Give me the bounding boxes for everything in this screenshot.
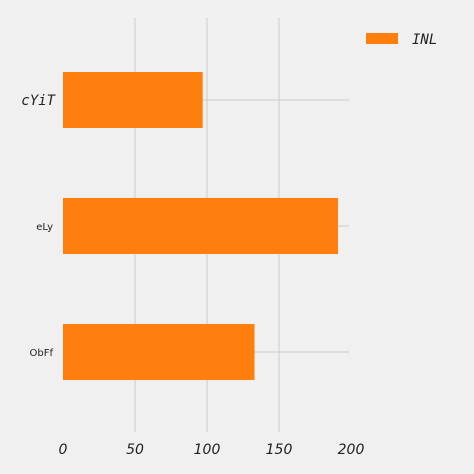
legend: INL [366,32,437,48]
bar-cYiT [63,72,203,128]
legend-swatch [366,33,398,44]
x-tick-label: 100 [194,442,221,458]
x-axis-tick-labels: 0 50 100 150 200 [59,442,365,458]
y-category-label: cYiT [21,93,56,109]
x-tick-label: 0 [59,442,68,458]
y-axis-category-labels: cYiT eLy ObFf [21,93,56,359]
y-category-label: eLy [36,222,53,233]
y-category-label: ObFf [30,348,54,359]
legend-label: INL [412,32,437,48]
x-tick-label: 150 [266,442,293,458]
bar-eLy [63,198,339,254]
bars [63,72,339,380]
bar-ObFf [63,324,255,380]
x-tick-label: 200 [338,442,365,458]
x-tick-label: 50 [126,442,144,458]
